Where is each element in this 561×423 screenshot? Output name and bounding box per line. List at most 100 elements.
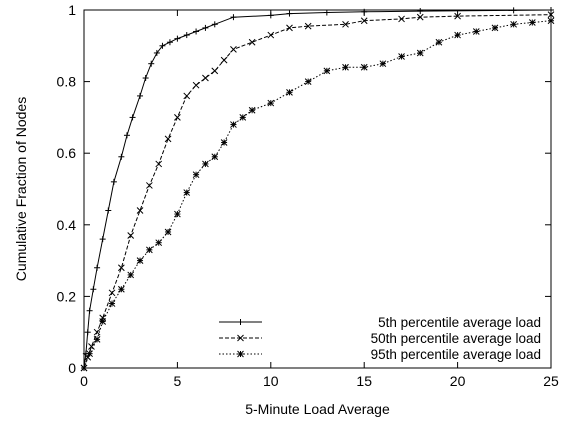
data-point bbox=[323, 67, 331, 75]
x-axis-label: 5-Minute Load Average bbox=[245, 401, 390, 417]
series-layer bbox=[80, 7, 555, 372]
data-point bbox=[211, 67, 219, 75]
data-point bbox=[108, 289, 116, 297]
series-0 bbox=[81, 7, 554, 371]
data-point bbox=[88, 343, 95, 350]
data-point bbox=[230, 14, 237, 21]
y-tick-label: 1 bbox=[68, 2, 76, 18]
legend-samples bbox=[219, 319, 262, 358]
data-point bbox=[239, 114, 247, 121]
data-point bbox=[183, 189, 191, 196]
x-tick-label: 15 bbox=[356, 373, 372, 389]
y-tick-label: 0 bbox=[68, 360, 76, 376]
data-point bbox=[164, 135, 172, 143]
data-point bbox=[435, 38, 443, 46]
legend-marker-2 bbox=[237, 350, 244, 358]
data-point bbox=[166, 39, 173, 46]
data-point bbox=[159, 42, 166, 49]
data-point bbox=[94, 264, 101, 271]
data-point bbox=[267, 31, 275, 39]
data-point bbox=[417, 8, 424, 15]
series-line bbox=[83, 20, 552, 369]
legend-marker-0 bbox=[237, 319, 244, 325]
data-point bbox=[90, 286, 97, 293]
data-point bbox=[123, 132, 130, 139]
data-point bbox=[146, 246, 153, 254]
data-point bbox=[105, 207, 112, 214]
data-point bbox=[267, 99, 275, 107]
data-point bbox=[220, 139, 228, 146]
data-point bbox=[93, 328, 101, 336]
x-tick-label: 20 bbox=[450, 373, 466, 389]
data-point bbox=[118, 285, 125, 293]
data-point bbox=[286, 10, 293, 17]
legend: 5th percentile average load 50th percent… bbox=[219, 315, 541, 362]
legend-marker-1 bbox=[237, 334, 244, 342]
data-point bbox=[110, 178, 117, 185]
data-point bbox=[118, 264, 125, 272]
data-point bbox=[174, 114, 181, 121]
data-point bbox=[202, 74, 209, 82]
y-tick-label: 0.2 bbox=[57, 288, 77, 304]
data-point bbox=[528, 19, 536, 26]
data-point bbox=[491, 24, 499, 32]
data-point bbox=[379, 60, 387, 68]
data-point bbox=[547, 11, 555, 19]
data-point bbox=[183, 92, 191, 100]
data-point bbox=[416, 49, 424, 57]
data-point bbox=[155, 160, 163, 168]
data-point bbox=[127, 232, 135, 239]
data-point bbox=[202, 24, 209, 31]
data-point bbox=[286, 24, 293, 32]
data-point bbox=[304, 22, 312, 30]
data-point bbox=[220, 56, 228, 64]
data-point bbox=[360, 63, 368, 71]
data-point bbox=[361, 8, 368, 15]
data-point bbox=[137, 92, 144, 99]
data-point bbox=[174, 35, 181, 42]
data-point bbox=[323, 9, 330, 16]
legend-label-95th: 95th percentile average load bbox=[371, 347, 541, 362]
data-point bbox=[136, 257, 144, 264]
data-point bbox=[472, 28, 480, 35]
data-point bbox=[304, 78, 312, 85]
data-point bbox=[193, 28, 200, 35]
legend-label-5th: 5th percentile average load bbox=[378, 315, 541, 330]
axis-ticks: 0 5 10 15 20 25 0 0.2 0.4 0.6 0.8 1 bbox=[57, 2, 559, 389]
y-tick-label: 0.4 bbox=[57, 217, 77, 233]
data-point bbox=[547, 17, 555, 25]
data-point bbox=[86, 350, 93, 358]
data-point bbox=[80, 364, 88, 372]
x-tick-label: 5 bbox=[174, 373, 182, 389]
data-point bbox=[248, 38, 256, 46]
data-point bbox=[99, 236, 106, 243]
data-point bbox=[192, 171, 200, 179]
data-point bbox=[398, 53, 405, 60]
data-point bbox=[192, 81, 200, 89]
data-point bbox=[398, 15, 405, 23]
data-point bbox=[416, 13, 424, 21]
data-point bbox=[454, 31, 461, 39]
data-point bbox=[86, 307, 93, 314]
data-point bbox=[230, 46, 237, 53]
data-point bbox=[108, 300, 116, 307]
data-point bbox=[342, 20, 349, 28]
data-point bbox=[84, 329, 91, 336]
y-tick-label: 0.8 bbox=[57, 74, 77, 90]
data-point bbox=[164, 228, 172, 236]
data-point bbox=[146, 182, 153, 189]
data-point bbox=[127, 271, 135, 279]
series-2 bbox=[80, 17, 555, 372]
data-point bbox=[548, 7, 554, 13]
data-point bbox=[510, 20, 517, 28]
data-point bbox=[174, 210, 181, 218]
data-point bbox=[342, 63, 349, 71]
data-point bbox=[510, 7, 517, 14]
data-point bbox=[267, 12, 274, 19]
plot-area-frame bbox=[83, 9, 552, 369]
data-point bbox=[248, 106, 256, 114]
data-point bbox=[202, 160, 209, 168]
data-point bbox=[155, 239, 163, 247]
data-point bbox=[99, 318, 107, 325]
